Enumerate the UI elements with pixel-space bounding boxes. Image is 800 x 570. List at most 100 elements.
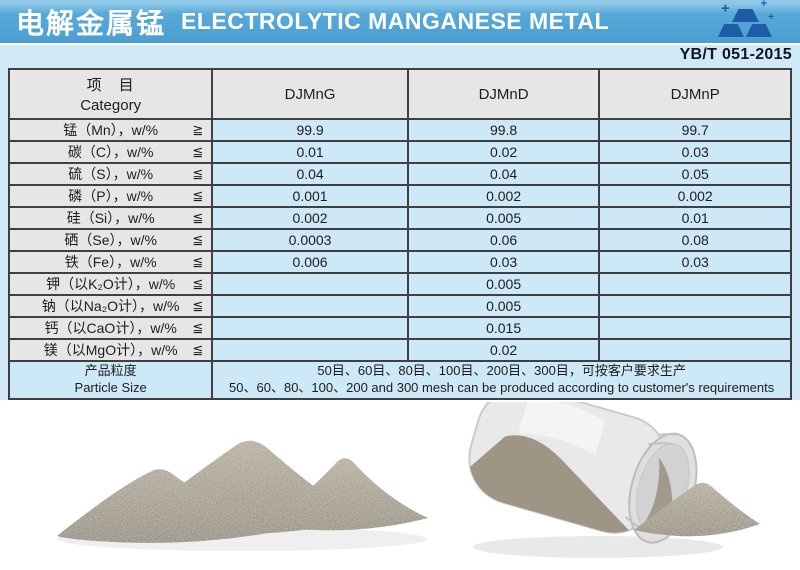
table-row: 铁（Fe），w/% ≦ 0.006 0.03 0.03	[7, 250, 792, 274]
value-cell: 0.08	[598, 228, 792, 252]
table-row: 钾（以K₂O计），w/% ≦ 0.005	[7, 272, 792, 296]
row-label: 钾（以K₂O计），w/%	[46, 276, 176, 292]
grade-header-cell: DJMnD	[406, 68, 601, 120]
limit-operator: ≦	[192, 320, 204, 335]
value-cell: 0.04	[406, 162, 601, 186]
limit-operator: ≦	[192, 276, 204, 291]
particle-label-cell: 产品粒度 Particle Size	[7, 360, 214, 400]
value-cell: 99.7	[598, 118, 792, 142]
limit-operator: ≧	[192, 122, 204, 137]
value-cell: 99.9	[211, 118, 409, 142]
limit-operator: ≦	[192, 232, 204, 247]
category-header-cell: 项 目 Category	[7, 68, 214, 120]
value-cell: 0.0003	[211, 228, 409, 252]
value-cell: 0.01	[211, 140, 409, 164]
limit-operator: ≦	[192, 210, 204, 225]
row-label: 铁（Fe），w/%	[64, 254, 157, 270]
ingot-shape	[746, 24, 772, 37]
value-cell: 0.002	[211, 206, 409, 230]
value-cell: 0.05	[598, 162, 792, 186]
category-header-cn: 项 目	[86, 77, 135, 94]
particle-label-cn: 产品粒度	[84, 363, 137, 379]
sparkle-icon: +	[768, 12, 774, 23]
powder-piles-photo	[57, 440, 428, 551]
table-row: 硅（Si），w/% ≦ 0.002 0.005 0.01	[7, 206, 792, 230]
value-cell: 0.04	[211, 162, 409, 186]
value-cell: 0.005	[406, 206, 601, 230]
row-label-cell: 碳（C），w/% ≦	[7, 140, 214, 164]
value-cell	[598, 338, 792, 362]
value-cell: 0.02	[406, 140, 601, 164]
value-cell: 99.8	[406, 118, 601, 142]
row-label-cell: 钾（以K₂O计），w/% ≦	[7, 272, 214, 296]
value-cell	[211, 316, 409, 340]
value-cell: 0.002	[598, 184, 792, 208]
limit-operator: ≦	[192, 342, 204, 357]
row-label-cell: 锰（Mn），w/% ≧	[7, 118, 214, 142]
value-cell	[598, 316, 792, 340]
table-row: 磷（P），w/% ≦ 0.001 0.002 0.002	[7, 184, 792, 208]
limit-operator: ≦	[192, 254, 204, 269]
row-label: 硒（Se），w/%	[64, 232, 157, 248]
grade-header-cell: DJMnP	[598, 68, 792, 120]
jar-photo	[466, 402, 760, 558]
particle-value-cell: 50目、60目、80目、100目、200目、300目，可按客户要求生产 50、6…	[211, 360, 792, 400]
page-title-english: ELECTROLYTIC MANGANESE METAL	[181, 8, 610, 34]
value-cell: 0.005	[406, 294, 601, 318]
value-cell: 0.006	[211, 250, 409, 274]
ingot-shape	[718, 24, 744, 37]
value-cell	[598, 294, 792, 318]
row-label-cell: 硅（Si），w/% ≦	[7, 206, 214, 230]
table-header-row: 项 目 Category DJMnG DJMnD DJMnP	[7, 68, 792, 120]
grade-header-cell: DJMnG	[211, 68, 409, 120]
value-cell	[211, 338, 409, 362]
row-label-cell: 磷（P），w/% ≦	[7, 184, 214, 208]
particle-row: 产品粒度 Particle Size 50目、60目、80目、100目、200目…	[7, 360, 792, 400]
row-label-cell: 镁（以MgO计），w/% ≦	[7, 338, 214, 362]
photos-section	[0, 400, 800, 570]
content-panel: YB/T 051-2015 项 目 Category DJMnG DJMnD DJM…	[0, 45, 800, 400]
particle-line-en: 50、60、80、100、200 and 300 mesh can be pro…	[229, 380, 775, 395]
value-cell: 0.03	[598, 250, 792, 274]
row-label: 钙（以CaO计），w/%	[44, 320, 177, 336]
table-row: 钙（以CaO计），w/% ≦ 0.015	[7, 316, 792, 340]
value-cell	[211, 272, 409, 296]
value-cell: 0.02	[406, 338, 601, 362]
table-row: 钠（以Na₂O计），w/% ≦ 0.005	[7, 294, 792, 318]
value-cell	[211, 294, 409, 318]
standard-code: YB/T 051-2015	[679, 46, 792, 63]
table-row: 硫（S），w/% ≦ 0.04 0.04 0.05	[7, 162, 792, 186]
limit-operator: ≦	[192, 298, 204, 313]
spec-table-body: 锰（Mn），w/% ≧ 99.9 99.8 99.7 碳（C），w/% ≦ 0.01 0.02 0…	[7, 118, 792, 400]
value-cell: 0.03	[598, 140, 792, 164]
table-row: 锰（Mn），w/% ≧ 99.9 99.8 99.7	[7, 118, 792, 142]
ingots-icon: + + +	[714, 0, 776, 42]
limit-operator: ≦	[192, 166, 204, 181]
row-label: 硅（Si），w/%	[66, 210, 155, 226]
table-row: 碳（C），w/% ≦ 0.01 0.02 0.03	[7, 140, 792, 164]
row-label: 锰（Mn），w/%	[63, 122, 159, 138]
row-label: 镁（以MgO计），w/%	[43, 342, 178, 358]
value-cell: 0.015	[406, 316, 601, 340]
row-label-cell: 硒（Se），w/% ≦	[7, 228, 214, 252]
row-label: 碳（C），w/%	[67, 144, 154, 160]
row-label: 硫（S），w/%	[68, 166, 154, 182]
value-cell: 0.002	[406, 184, 601, 208]
header-bar: 电解金属锰 ELECTROLYTIC MANGANESE METAL + + +	[0, 0, 800, 43]
value-cell: 0.03	[406, 250, 601, 274]
spec-table: 项 目 Category DJMnG DJMnD DJMnP 锰（Mn），w/% ≧ 9…	[7, 68, 792, 400]
row-label-cell: 铁（Fe），w/% ≦	[7, 250, 214, 274]
value-cell: 0.06	[406, 228, 601, 252]
table-row: 镁（以MgO计），w/% ≦ 0.02	[7, 338, 792, 362]
row-label-cell: 钠（以Na₂O计），w/% ≦	[7, 294, 214, 318]
value-cell	[598, 272, 792, 296]
row-label-cell: 硫（S），w/% ≦	[7, 162, 214, 186]
row-label: 钠（以Na₂O计），w/%	[41, 298, 180, 314]
row-label-cell: 钙（以CaO计），w/% ≦	[7, 316, 214, 340]
sparkle-icon: +	[721, 0, 730, 17]
table-row: 硒（Se），w/% ≦ 0.0003 0.06 0.08	[7, 228, 792, 252]
category-header-en: Category	[80, 97, 142, 114]
limit-operator: ≦	[192, 188, 204, 203]
page-title-chinese: 电解金属锰	[16, 7, 167, 39]
